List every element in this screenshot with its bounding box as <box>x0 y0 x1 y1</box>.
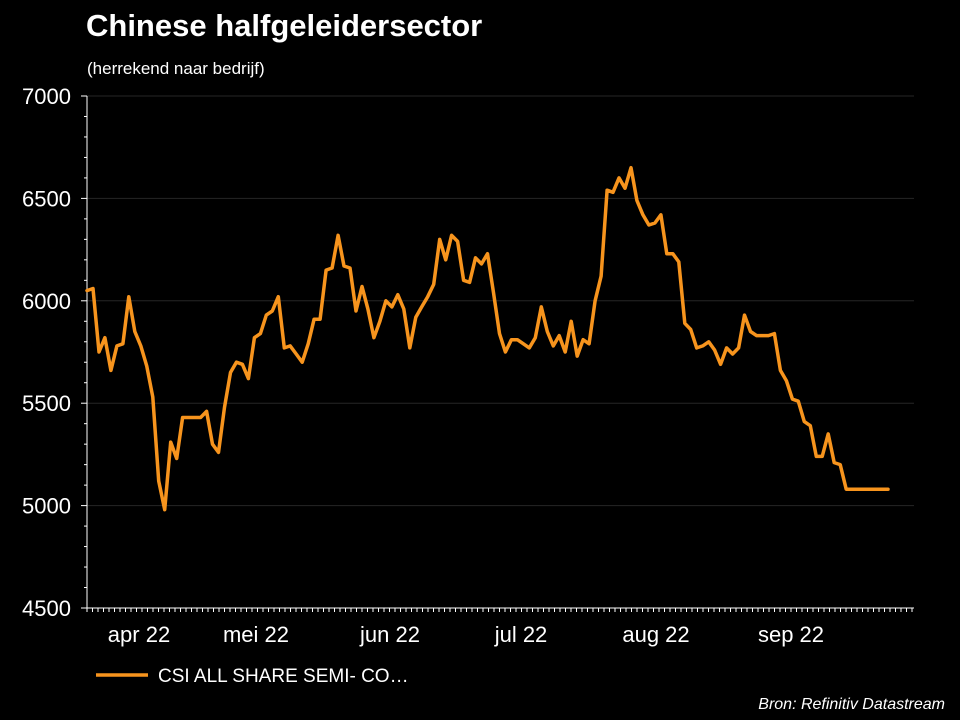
x-tick-label: mei 22 <box>223 622 289 647</box>
y-tick-label: 6500 <box>22 186 71 211</box>
plot-area <box>85 165 890 512</box>
x-tick-label: apr 22 <box>108 622 170 647</box>
legend: CSI ALL SHARE SEMI- CO… <box>96 666 409 687</box>
legend-label: CSI ALL SHARE SEMI- CO… <box>158 666 409 687</box>
y-tick-label: 5500 <box>22 391 71 416</box>
x-tick-label: aug 22 <box>622 622 689 647</box>
x-tick-label: jun 22 <box>359 622 420 647</box>
y-tick-label: 7000 <box>22 84 71 109</box>
x-tick-label: jul 22 <box>494 622 548 647</box>
chart-subtitle: (herrekend naar bedrijf) <box>87 59 265 78</box>
axes <box>81 95 914 612</box>
y-axis-tick-labels: 4500 5000 5500 6000 6500 7000 <box>22 84 71 621</box>
chart-title: Chinese halfgeleidersector <box>86 8 483 43</box>
y-tick-label: 6000 <box>22 289 71 314</box>
y-tick-label: 5000 <box>22 494 71 519</box>
source-note: Bron: Refinitiv Datastream <box>758 696 945 713</box>
y-tick-label: 4500 <box>22 596 71 621</box>
series-line <box>85 165 890 512</box>
x-tick-label: sep 22 <box>758 622 824 647</box>
x-axis-tick-labels: apr 22 mei 22 jun 22 jul 22 aug 22 sep 22 <box>108 622 824 647</box>
